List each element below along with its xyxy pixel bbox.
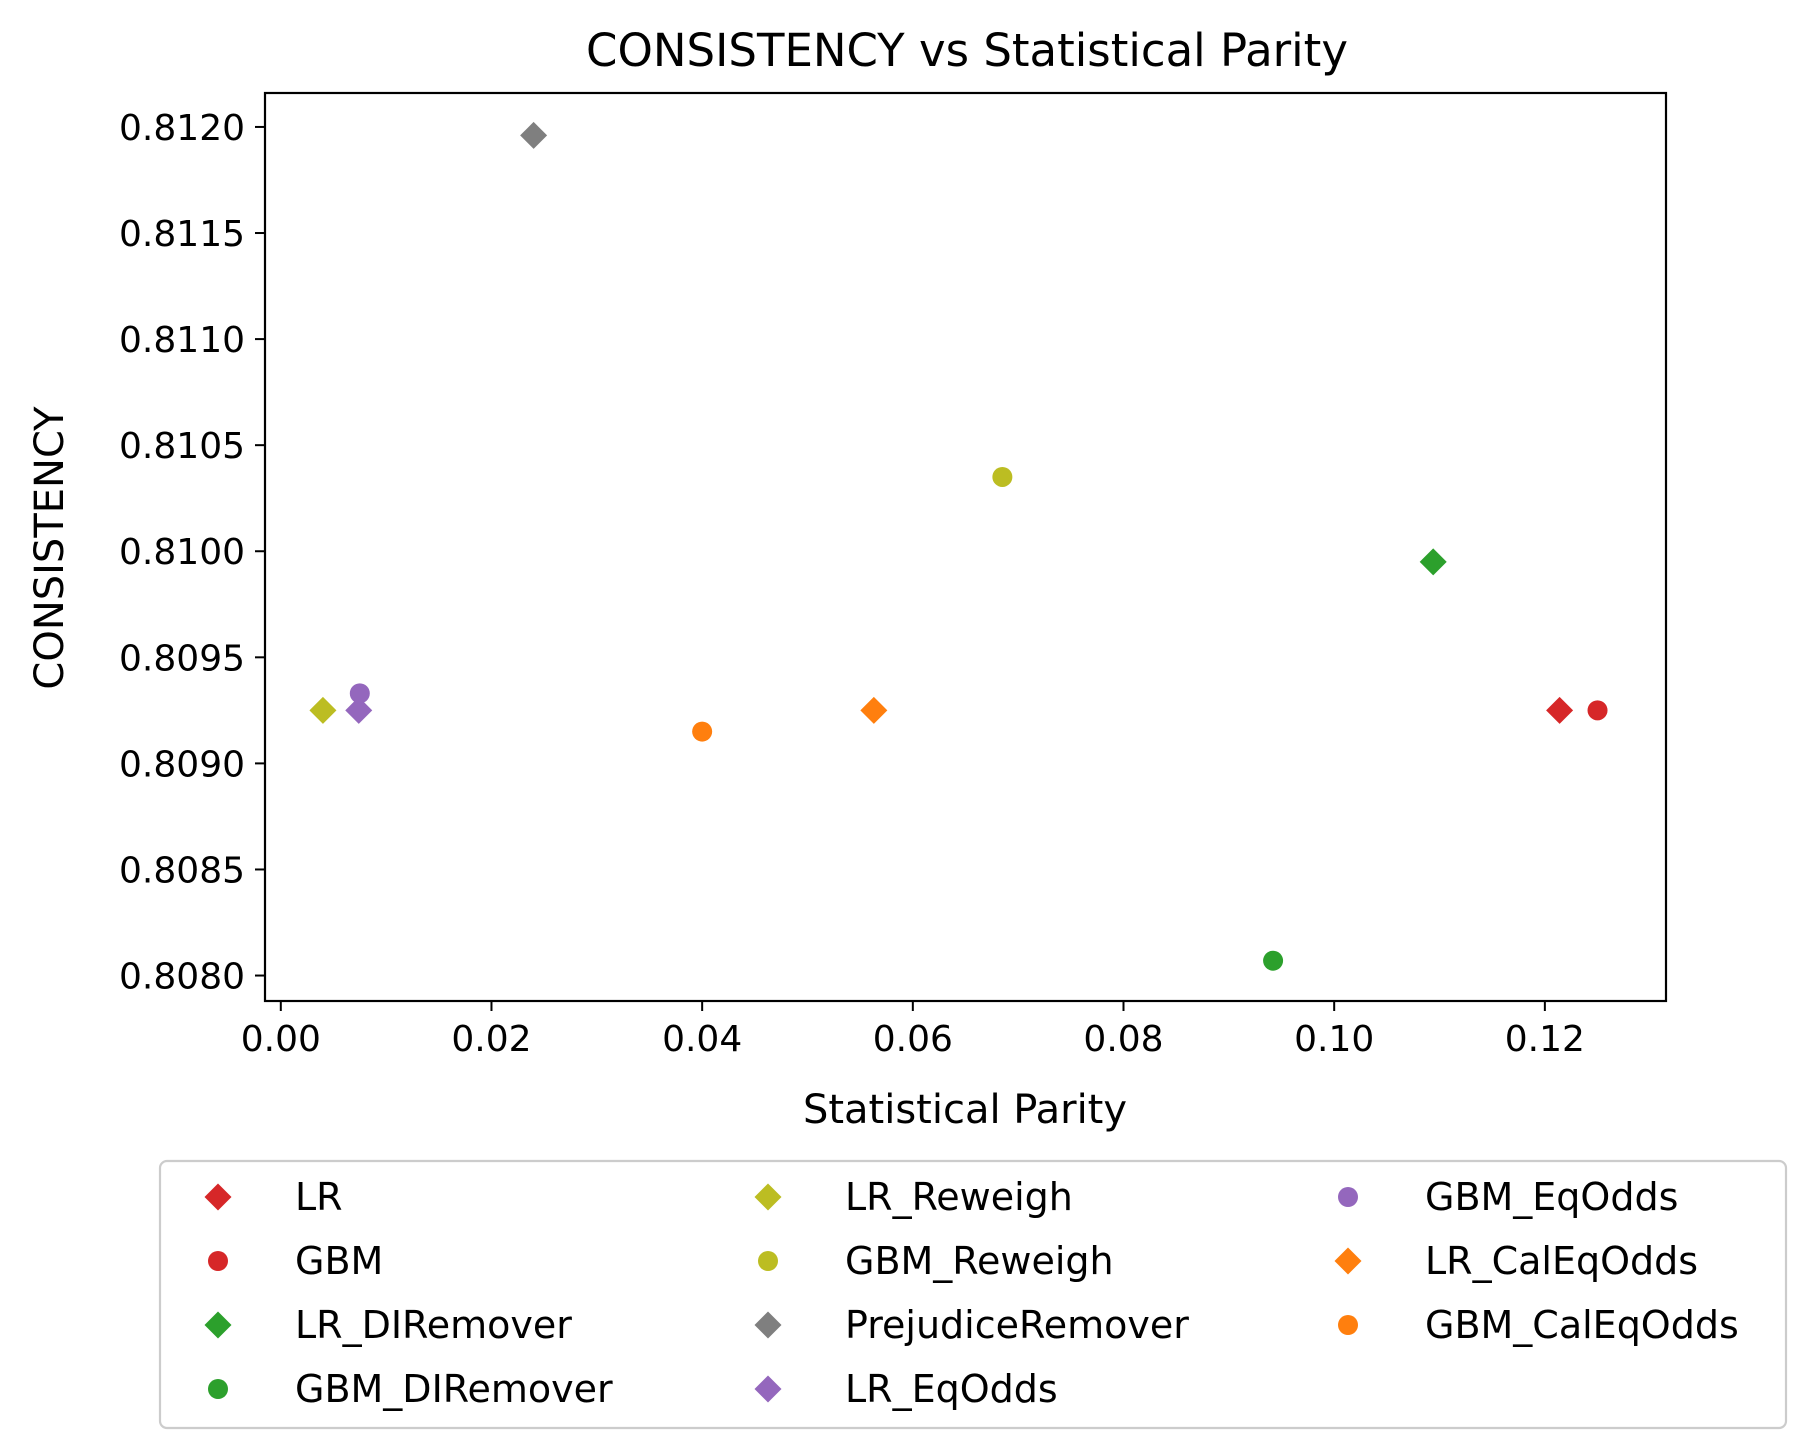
gbm-caleqodds-point bbox=[692, 721, 713, 742]
legend-marker-gbm-caleqodds bbox=[1338, 1315, 1358, 1335]
legend-label-gbm-reweigh: GBM_Reweigh bbox=[845, 1239, 1114, 1283]
legend-box bbox=[158, 1159, 1788, 1430]
legend-marker-lr-eqodds bbox=[754, 1375, 782, 1403]
lr-eqodds-point bbox=[345, 696, 373, 724]
legend-label-gbm: GBM bbox=[295, 1239, 383, 1283]
y-tick-label: 0.8110 bbox=[119, 320, 245, 361]
x-axis-ticks: 0.00 0.02 0.04 0.06 0.08 0.10 0.12 bbox=[241, 1001, 1585, 1060]
x-tick-label: 0.04 bbox=[662, 1019, 742, 1060]
y-tick-label: 0.8080 bbox=[119, 957, 245, 998]
legend-marker-lr bbox=[204, 1183, 232, 1211]
legend-label-prejudiceremover: PrejudiceRemover bbox=[845, 1303, 1189, 1347]
x-tick-label: 0.12 bbox=[1505, 1019, 1585, 1060]
legend-marker-lr-diremover bbox=[204, 1311, 232, 1339]
legend-marker-lr-reweigh bbox=[754, 1183, 782, 1211]
legend-label-lr-caleqodds: LR_CalEqOdds bbox=[1425, 1239, 1698, 1283]
legend-marker-lr-caleqodds bbox=[1334, 1247, 1362, 1275]
lr-reweigh-point bbox=[309, 696, 337, 724]
legend-marker-gbm-reweigh bbox=[758, 1251, 778, 1271]
y-tick-label: 0.8115 bbox=[119, 214, 245, 255]
legend-label-lr-eqodds: LR_EqOdds bbox=[845, 1367, 1058, 1411]
y-tick-label: 0.8095 bbox=[119, 638, 245, 679]
y-tick-label: 0.8120 bbox=[119, 108, 245, 149]
gbm-diremover-point bbox=[1263, 950, 1284, 971]
legend-label-lr-diremover: LR_DIRemover bbox=[295, 1303, 572, 1347]
legend-marker-gbm-eqodds bbox=[1338, 1187, 1358, 1207]
x-tick-label: 0.06 bbox=[873, 1019, 953, 1060]
lr-diremover-point bbox=[1419, 548, 1447, 576]
data-points bbox=[309, 121, 1608, 971]
x-tick-label: 0.10 bbox=[1294, 1019, 1374, 1060]
y-axis-label: CONSISTENCY bbox=[27, 406, 73, 690]
legend-marker-gbm-diremover bbox=[208, 1379, 228, 1399]
x-tick-label: 0.08 bbox=[1083, 1019, 1163, 1060]
x-axis-label: Statistical Parity bbox=[803, 1087, 1127, 1133]
legend-label-gbm-caleqodds: GBM_CalEqOdds bbox=[1425, 1303, 1739, 1347]
legend-marker-prejudiceremover bbox=[754, 1311, 782, 1339]
y-tick-label: 0.8100 bbox=[119, 532, 245, 573]
y-tick-label: 0.8085 bbox=[119, 850, 245, 891]
legend-label-gbm-eqodds: GBM_EqOdds bbox=[1425, 1175, 1678, 1219]
y-axis-ticks: 0.8080 0.8085 0.8090 0.8095 0.8100 0.8105 0.81… bbox=[119, 108, 265, 998]
lr-point bbox=[1546, 696, 1574, 724]
legend-label-gbm-diremover: GBM_DIRemover bbox=[295, 1367, 613, 1411]
x-tick-label: 0.02 bbox=[451, 1019, 531, 1060]
legend-marker-gbm bbox=[208, 1251, 228, 1271]
gbm-point bbox=[1587, 700, 1608, 721]
x-tick-label: 0.00 bbox=[241, 1019, 321, 1060]
gbm-eqodds-point bbox=[349, 683, 370, 704]
chart-title: CONSISTENCY vs Statistical Parity bbox=[586, 24, 1348, 77]
prejudiceremover-point bbox=[520, 121, 548, 149]
legend: LR GBM LR_DIRemover GBM_DIRemover LR_Reweigh… bbox=[204, 1175, 1739, 1411]
legend-label-lr-reweigh: LR_Reweigh bbox=[845, 1175, 1073, 1219]
legend-label-lr: LR bbox=[295, 1175, 343, 1219]
y-tick-label: 0.8090 bbox=[119, 744, 245, 785]
plot-area bbox=[263, 91, 1668, 1003]
lr-caleqodds-point bbox=[860, 696, 888, 724]
gbm-reweigh-point bbox=[992, 466, 1013, 487]
y-tick-label: 0.8105 bbox=[119, 426, 245, 467]
